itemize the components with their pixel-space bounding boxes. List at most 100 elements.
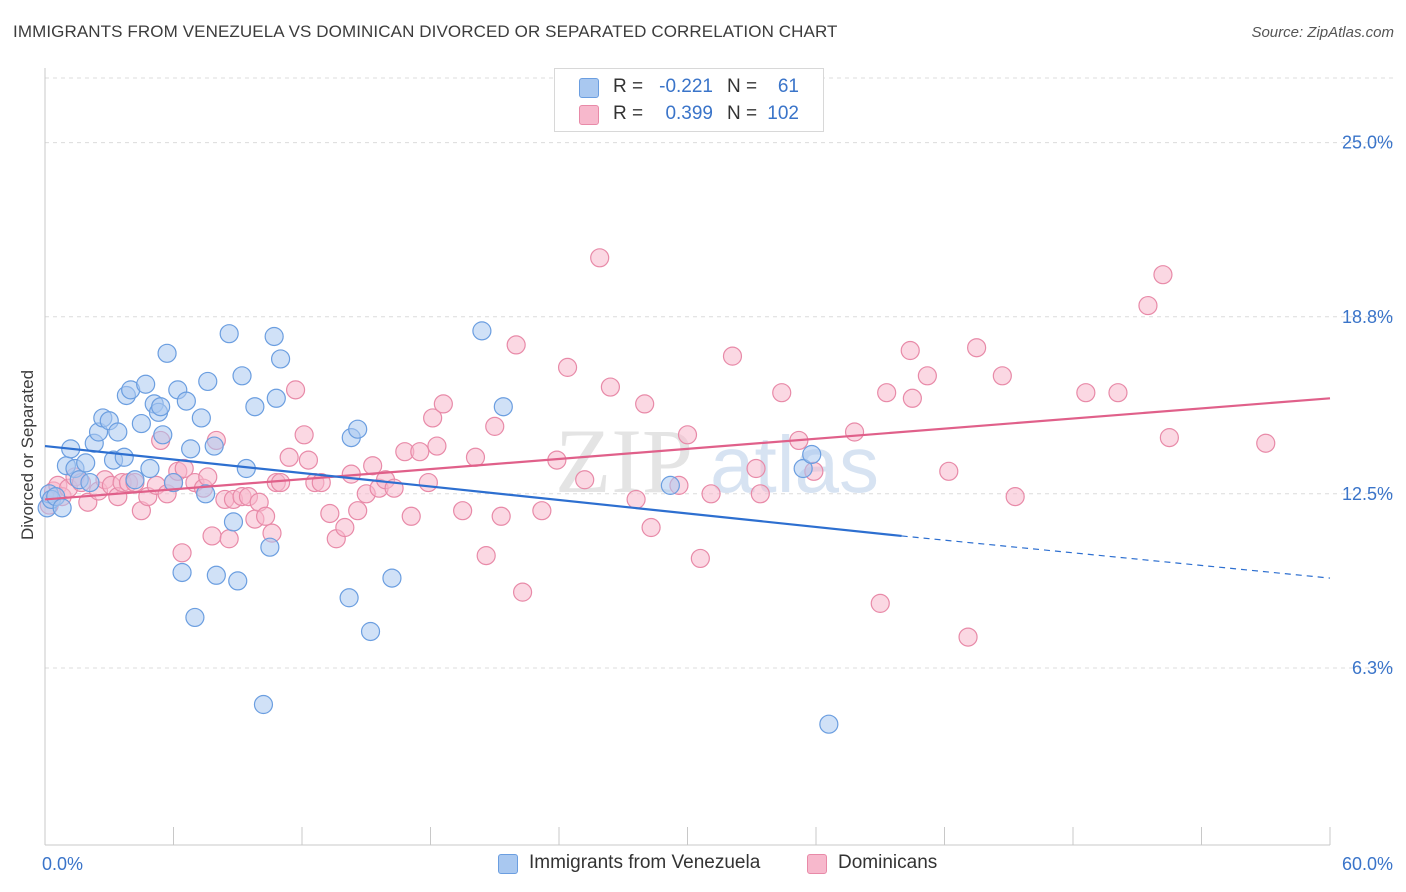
series-label-venezuela: Immigrants from Venezuela (529, 852, 761, 873)
dominicans-point (255, 506, 276, 526)
venezuela-point (52, 498, 72, 518)
dominicans-point (722, 346, 743, 366)
dominicans-point (626, 489, 646, 510)
dominicans-point (939, 461, 959, 481)
dominicans-point (401, 506, 421, 526)
legend-r-value: 0.399 (665, 103, 713, 124)
venezuela-point (264, 326, 284, 347)
axes (44, 68, 1331, 846)
venezuela-point (382, 568, 402, 588)
legend-n-value: 61 (777, 76, 799, 97)
dominicans-point (427, 436, 447, 456)
venezuela-point (228, 571, 248, 591)
venezuela-point (185, 607, 205, 628)
dominicans-point (465, 447, 486, 467)
dominicans-point (506, 335, 526, 355)
dominicans-point (532, 501, 552, 521)
series-legend: Immigrants from Venezuela Dominicans (0, 852, 1406, 878)
venezuela-point (76, 453, 96, 473)
dominicans-point (557, 357, 578, 377)
dominicans-point (335, 517, 355, 538)
series-swatch-dominicans (807, 854, 827, 874)
series-label-dominicans: Dominicans (838, 852, 938, 873)
legend-r-label: R = (613, 76, 644, 97)
dominicans-point (1108, 383, 1128, 403)
dominicans-point (844, 422, 865, 442)
dominicans-point (677, 425, 698, 445)
dominicans-point (294, 425, 314, 445)
dominicans-point (198, 467, 218, 487)
venezuela-point (270, 349, 291, 369)
venezuela-point (108, 422, 128, 442)
venezuela-point (191, 408, 211, 428)
legend-n-label: N = (727, 103, 758, 124)
dominicans-point (453, 501, 473, 521)
venezuela-point (114, 447, 134, 467)
dominicans-point (641, 517, 661, 538)
venezuela-point (266, 388, 286, 408)
dominicans-point (423, 408, 443, 428)
dominicans-point (433, 394, 453, 414)
dominicans-point (418, 472, 438, 493)
venezuela-point (348, 419, 368, 439)
venezuela-point (219, 324, 239, 344)
venezuela-trend-line (44, 444, 902, 538)
venezuela-point (181, 439, 201, 459)
x-tick-label: 60.0% (1342, 854, 1393, 874)
venezuela-point (125, 470, 145, 490)
dominicans-point (590, 248, 610, 268)
venezuela-point (660, 475, 680, 495)
dominicans-point (900, 340, 920, 361)
legend-row-venezuela: R = -0.221 N = 61 (555, 75, 823, 101)
venezuela-trend-extension (901, 535, 1331, 579)
venezuela-point (204, 436, 224, 456)
venezuela-point (339, 588, 359, 608)
dominicans-point (902, 388, 922, 408)
dominicans-points (39, 248, 1276, 647)
dominicans-point (967, 338, 987, 358)
source-credit: Source: ZipAtlas.com (1251, 24, 1394, 41)
dominicans-point (690, 548, 710, 569)
venezuela-point (802, 444, 822, 465)
venezuela-point (80, 472, 100, 493)
venezuela-point (163, 472, 184, 493)
dominicans-point (701, 484, 721, 504)
legend-swatch-venezuela (579, 78, 599, 98)
dominicans-point (410, 442, 430, 462)
dominicans-point (202, 526, 222, 546)
y-tick-label: 12.5% (1342, 484, 1393, 504)
dominicans-point (172, 543, 192, 563)
venezuela-point (223, 512, 244, 532)
venezuela-point (245, 397, 265, 417)
venezuela-points (37, 321, 839, 734)
venezuela-point (232, 366, 252, 386)
legend-r-value: -0.221 (659, 76, 713, 97)
venezuela-point (206, 565, 226, 585)
stats-legend: R = -0.221 N = 61 R = 0.399 N = 102 (554, 68, 824, 132)
dominicans-point (363, 456, 383, 476)
dominicans-point (600, 377, 621, 397)
dominicans-point (219, 529, 239, 549)
dominicans-point (476, 546, 496, 566)
venezuela-point (360, 621, 381, 642)
series-swatch-venezuela (498, 854, 518, 874)
chart-title: IMMIGRANTS FROM VENEZUELA VS DOMINICAN D… (13, 22, 838, 41)
dominicans-point (1159, 428, 1179, 448)
dominicans-point (485, 416, 505, 436)
dominicans-point (1138, 295, 1158, 316)
y-tick-label: 6.3% (1352, 658, 1393, 678)
venezuela-point (472, 321, 492, 341)
dominicans-point (279, 447, 299, 467)
dominicans-point (348, 501, 368, 521)
venezuela-point (136, 374, 156, 394)
legend-n-label: N = (727, 76, 758, 97)
dominicans-point (772, 383, 792, 403)
dominicans-point (174, 458, 194, 479)
dominicans-point (1153, 265, 1173, 285)
dominicans-point (870, 593, 890, 613)
tick-labels: 25.0% 18.8% 12.5% 6.3% 0.0% 60.0% (42, 133, 1393, 874)
trend-lines (44, 397, 1331, 579)
watermark-zip: ZIP (555, 410, 693, 512)
dominicans-point (992, 366, 1012, 386)
